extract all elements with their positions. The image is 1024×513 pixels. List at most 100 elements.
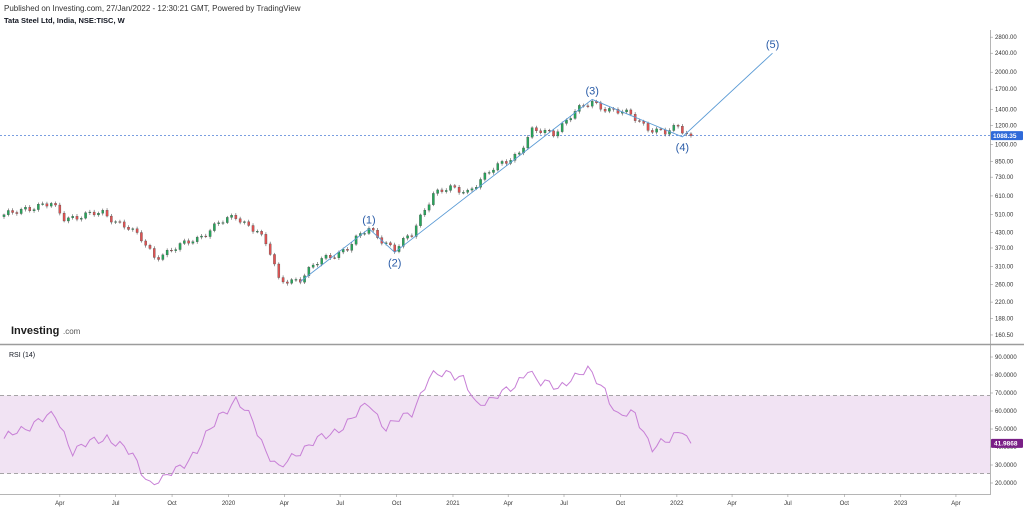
candle-body (419, 214, 422, 226)
x-axis: Apr Jul Oct 2020 Apr Jul Oct 2021 Apr Jul Oct 2022 A… (55, 494, 961, 507)
rsi-tick-label: 50.0000 (995, 427, 1017, 433)
candle-body (174, 249, 177, 251)
candle-body (341, 249, 345, 253)
candle-body (354, 235, 358, 245)
candle-body (371, 228, 375, 231)
candle-body (32, 209, 36, 212)
candle-body (333, 257, 336, 259)
candle-body (423, 209, 427, 216)
candle-body (273, 254, 276, 265)
candle-body (260, 231, 263, 235)
price-tick-label: 610.00 (995, 194, 1014, 200)
candle-body (517, 152, 521, 155)
candle-body (19, 208, 23, 214)
candle-body (681, 126, 684, 134)
chart-header: Published on Investing.com, 27/Jan/2022 … (4, 3, 300, 27)
candle-body (230, 215, 233, 218)
candle-body (307, 267, 311, 276)
candle-body (294, 279, 298, 281)
price-tick-label: 310.00 (995, 264, 1014, 270)
candle-body (75, 216, 79, 220)
candle-body (479, 179, 482, 188)
candle-body (316, 264, 319, 266)
candle-body (552, 130, 555, 137)
candle-body (157, 257, 160, 260)
candle-body (565, 119, 568, 124)
candle-body (204, 235, 208, 238)
x-tick-label: 2022 (670, 501, 684, 507)
rsi-tick-label: 40.0000 (995, 445, 1017, 451)
candle-body (226, 217, 229, 223)
candle-body (363, 233, 366, 235)
price-tick-label: 1400.00 (995, 107, 1017, 113)
candle-body (573, 111, 577, 119)
candle-body (603, 109, 607, 112)
price-tick-label: 2800.00 (995, 35, 1017, 41)
candle-body (268, 243, 272, 255)
x-tick-label: Oct (616, 501, 626, 507)
candle-body (208, 230, 212, 237)
x-tick-label: Jul (336, 501, 344, 507)
candle-body (444, 190, 448, 192)
candle-body (92, 211, 96, 216)
candle-body (213, 223, 216, 231)
candle-body (170, 249, 173, 252)
candle-body (543, 130, 547, 133)
candle-body (84, 212, 87, 219)
candle-body (183, 240, 186, 244)
candle-body (427, 204, 431, 211)
rsi-tick-label: 20.0000 (995, 481, 1017, 487)
x-tick-label: Oct (840, 501, 850, 507)
candle-body (432, 193, 435, 205)
candle-body (311, 264, 315, 268)
x-tick-label: Oct (167, 501, 177, 507)
x-tick-label: Apr (280, 501, 289, 507)
x-tick-label: Apr (504, 501, 513, 507)
last-price-tag: 1088.35 (991, 131, 1023, 141)
candle-body (264, 234, 268, 245)
rsi-title: RSI (14) (9, 352, 35, 359)
candle-body (320, 258, 323, 265)
candle-body (672, 125, 676, 131)
rsi-band-fill (0, 395, 990, 474)
candle-body (625, 109, 628, 113)
candle-body (642, 121, 645, 124)
candle-body (148, 245, 152, 249)
candle-body (590, 101, 594, 107)
price-tick-label: 160.50 (995, 333, 1014, 339)
candle-body (539, 130, 542, 133)
candle-body (80, 218, 83, 220)
candle-body (178, 243, 182, 250)
candle-body (689, 133, 693, 136)
elliott-wave-label: (5) (766, 39, 779, 51)
candle-body (659, 128, 663, 130)
candle-body (165, 249, 169, 256)
candle-body (200, 235, 203, 238)
x-tick-label: Apr (727, 501, 736, 507)
candle-body (24, 207, 27, 210)
price-tick-label: 220.00 (995, 300, 1014, 306)
candle-body (436, 189, 439, 194)
x-tick-label: Apr (951, 501, 960, 507)
candle-body (548, 130, 551, 132)
candle-body (556, 131, 560, 137)
price-tick-label: 1200.00 (995, 123, 1017, 129)
candle-body (153, 248, 156, 258)
candle-body (105, 210, 109, 217)
elliott-wave-label: (2) (388, 257, 401, 269)
candle-body (530, 127, 534, 138)
price-tick-label: 430.00 (995, 230, 1014, 236)
candle-body (324, 255, 328, 259)
rsi-tick-label: 60.0000 (995, 409, 1017, 415)
elliott-wave-labels: (1) (2) (3) (4) (5) (362, 39, 779, 269)
candle-body (101, 210, 105, 214)
candle-body (470, 188, 474, 191)
candle-body (599, 102, 603, 110)
candle-body (11, 210, 14, 213)
candle-body (97, 213, 100, 216)
candle-body (410, 235, 414, 237)
candle-body (560, 123, 564, 132)
candle-body (651, 130, 654, 133)
x-tick-label: Jul (112, 501, 120, 507)
